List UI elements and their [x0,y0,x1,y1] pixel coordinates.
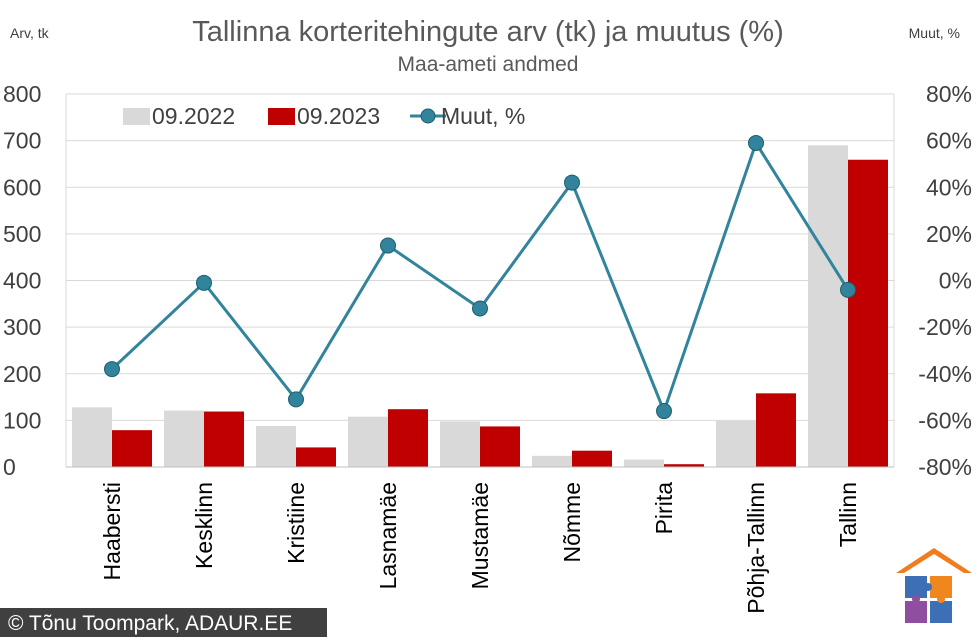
legend-label-09-2023: 09.2023 [297,103,380,129]
bar-09-2022-nomme [532,455,572,467]
category-label-pirita: Pirita [651,482,677,535]
category-label-haabersti: Haabersti [99,482,125,580]
legend-swatch-09-2022 [123,108,150,125]
left-tick-label: 700 [3,128,41,154]
bar-09-2023-nomme [572,450,612,467]
change-point-kristiine [288,391,304,408]
copyright-text: © Tõnu Toompark, ADAUR.EE [8,612,292,635]
bar-09-2022-mustamae [440,421,480,467]
logo-piece-orange [930,576,952,598]
change-point-tallinn [840,281,856,298]
category-label-tallinn: Tallinn [835,482,861,547]
change-point-haabersti [104,361,120,378]
house-puzzle-logo [896,548,972,623]
left-tick-label: 400 [3,268,41,294]
right-tick-label: -60% [918,407,972,433]
category-label-kesklinn: Kesklinn [191,482,217,569]
right-tick-label: 40% [926,174,972,200]
right-axis-ticks: -80% -60% -40% -20% 0% 20% 40% 60% 80% [918,81,972,480]
bar-09-2023-lasnamae [388,409,428,467]
category-label-pohja-tallinn: Põhja-Tallinn [743,482,769,614]
category-labels: Haabersti Kesklinn Kristiine Lasnamäe Mustam… [99,482,861,614]
bars [72,145,888,467]
bar-09-2022-tallinn [808,145,848,467]
right-tick-label: -40% [918,361,972,387]
logo-piece-blue [905,576,927,598]
copyright-background [0,608,327,637]
bar-09-2022-pirita [624,459,664,467]
right-tick-label: -20% [918,314,972,340]
bar-09-2022-kesklinn [164,410,204,467]
legend-label-change: Muut, % [441,103,525,129]
right-axis-unit-label: Muut, % [909,25,960,41]
bar-09-2023-tallinn [848,159,888,467]
category-label-kristiine: Kristiine [283,482,309,564]
change-point-kesklinn [196,274,212,291]
logo-knob-1 [924,583,932,591]
left-tick-label: 300 [3,314,41,340]
right-tick-label: 0% [939,268,972,294]
logo-piece-blue-2 [930,601,952,623]
legend-swatch-marker [420,108,436,124]
right-tick-label: 60% [926,128,972,154]
bar-09-2023-pirita [664,464,704,467]
bar-09-2022-pohja-tallinn [716,420,756,467]
change-point-pirita [656,403,672,420]
change-point-mustamae [472,300,488,317]
change-point-pohja-tallinn [748,134,764,151]
left-tick-label: 800 [3,81,41,107]
change-point-lasnamae [380,237,396,254]
left-tick-label: 0 [3,454,16,480]
logo-knob-2 [937,595,945,603]
category-label-mustamae: Mustamäe [467,482,493,589]
left-tick-label: 500 [3,221,41,247]
bar-09-2023-pohja-tallinn [756,393,796,467]
bar-09-2023-mustamae [480,426,520,467]
change-point-nomme [564,174,580,191]
logo-piece-purple [905,601,927,623]
left-tick-label: 100 [3,407,41,433]
legend: 09.2022 09.2023 Muut, % [123,103,525,129]
left-axis-unit-label: Arv, tk [10,25,50,41]
logo-knob-3 [912,595,920,603]
copyright-badge: © Tõnu Toompark, ADAUR.EE [0,608,327,637]
left-axis-ticks: 0 100 200 300 400 500 600 700 800 [3,81,41,480]
bar-09-2023-kesklinn [204,411,244,467]
logo-roof [896,548,972,573]
legend-label-09-2022: 09.2022 [152,103,235,129]
category-label-lasnamae: Lasnamäe [375,482,401,589]
category-label-nomme: Nõmme [559,482,585,563]
bar-09-2022-kristiine [256,425,296,467]
legend-swatch-09-2023 [268,108,295,125]
left-tick-label: 200 [3,361,41,387]
bar-09-2023-haabersti [112,430,152,467]
right-tick-label: 20% [926,221,972,247]
bar-09-2023-kristiine [296,447,336,467]
right-tick-label: -80% [918,454,972,480]
bar-09-2022-lasnamae [348,416,388,467]
chart-title: Tallinna korteritehingute arv (tk) ja mu… [192,16,784,48]
bar-09-2022-haabersti [72,407,112,467]
chart-subtitle: Maa-ameti andmed [398,53,579,76]
right-tick-label: 80% [926,81,972,107]
left-tick-label: 600 [3,174,41,200]
change-line-series [104,134,856,420]
